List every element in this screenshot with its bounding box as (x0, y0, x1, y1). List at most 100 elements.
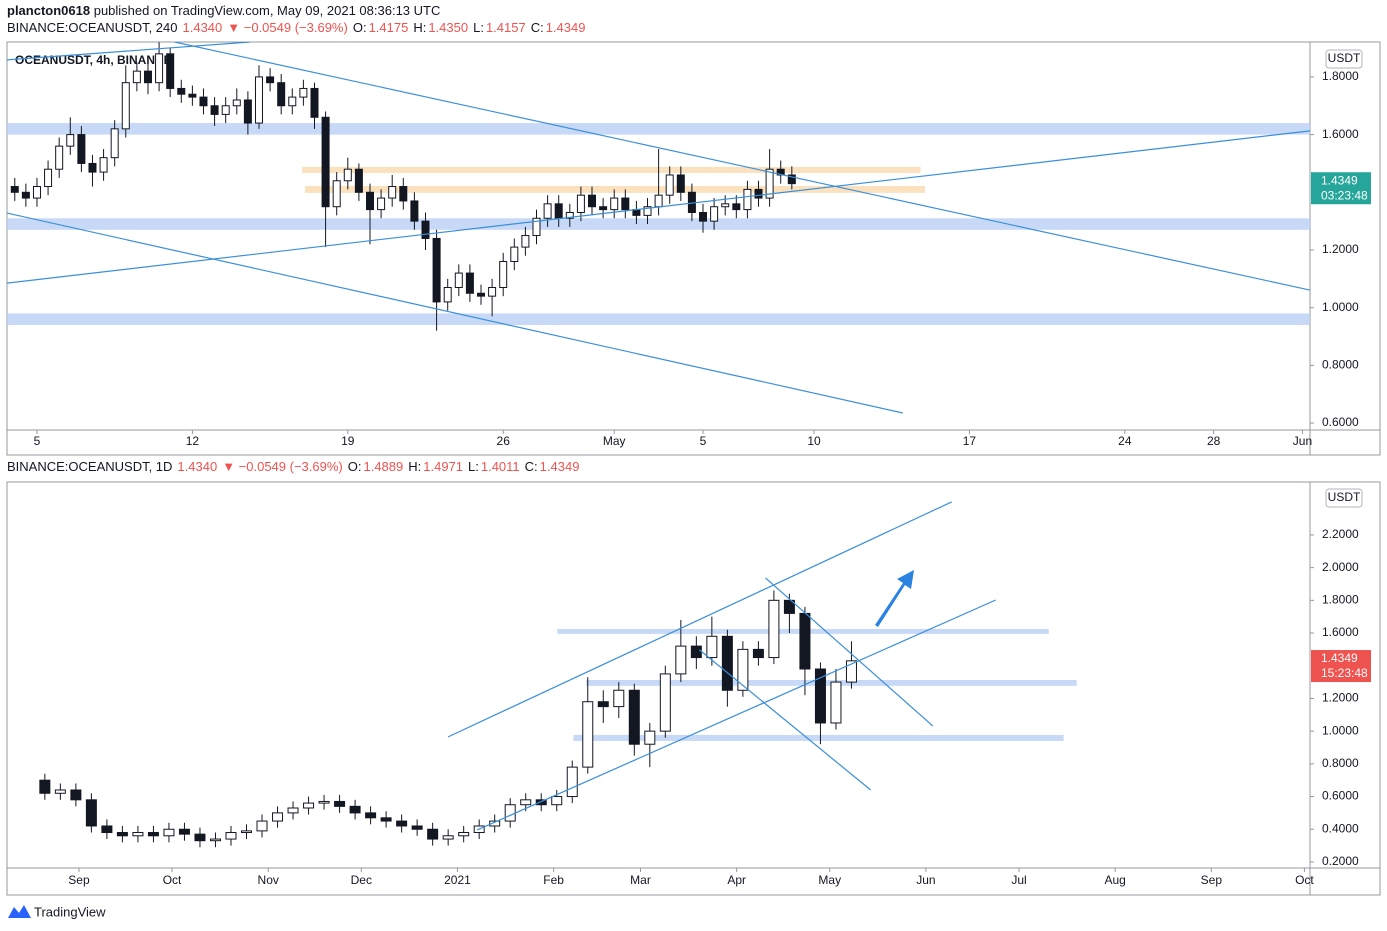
candle-body (458, 832, 470, 837)
candle-body (442, 835, 454, 840)
candle-body (621, 197, 630, 211)
candle-body (488, 286, 497, 297)
ohlc-label: L: (468, 459, 479, 474)
candle-body (277, 82, 286, 107)
symbol: BINANCE:OCEANUSDT, 240 (7, 20, 178, 35)
candle-body (644, 730, 656, 745)
candle-body (427, 828, 439, 840)
arrow (875, 570, 914, 627)
candle-body (166, 53, 175, 89)
candle-body (643, 206, 652, 216)
y-tick-label: 1.2000 (1322, 242, 1359, 256)
x-tick-label: Sep (68, 873, 90, 887)
candle-body (597, 701, 609, 708)
candle-body (178, 828, 190, 835)
candle-body (334, 800, 346, 807)
candle-body (110, 128, 119, 159)
candle-body (754, 188, 763, 199)
x-tick-label: Jun (1293, 434, 1312, 448)
candle-body (410, 200, 419, 222)
candle-body (706, 635, 718, 659)
y-tick-label: 1.6000 (1322, 625, 1359, 639)
candle-body (143, 70, 152, 84)
candle-body (787, 174, 796, 185)
y-tick-label: 1.2000 (1322, 691, 1359, 705)
x-tick-label: Oct (1295, 873, 1314, 887)
currency-box (1325, 49, 1363, 69)
candle-body (676, 174, 685, 193)
x-tick-label: May (603, 434, 626, 448)
x-tick-label: 2021 (444, 873, 471, 887)
candle-body (768, 599, 780, 659)
candle-body (39, 779, 51, 794)
candle-body (354, 168, 363, 193)
x-tick-label: Sep (1201, 873, 1223, 887)
trendline (765, 577, 934, 727)
candle-body (232, 99, 241, 107)
candle-body (66, 134, 75, 147)
candle-body (243, 99, 252, 124)
candle-body (10, 186, 19, 193)
y-tick-label: 1.0000 (1322, 723, 1359, 737)
candle-body (421, 220, 430, 239)
candle-body (566, 766, 578, 798)
y-tick-label: 1.8000 (1322, 69, 1359, 83)
price-label-value: 1.4349 (1321, 651, 1358, 665)
candle-body (699, 211, 708, 222)
candle-body (710, 206, 719, 222)
currency: USDT (1328, 51, 1361, 65)
plot (7, 42, 1310, 414)
price-label (1311, 172, 1371, 205)
ohlc-value: 1.4971 (423, 459, 463, 474)
y-tick-label: 0.8000 (1322, 358, 1359, 372)
ohlc-value: 1.4011 (481, 459, 520, 474)
candle-body (380, 817, 392, 822)
candle-body (432, 237, 441, 303)
ohlc-value: 1.4157 (486, 20, 526, 35)
candle-body (830, 681, 842, 724)
published: published on TradingView.com, May 09, 20… (94, 3, 441, 18)
ohlc-label: O: (348, 459, 362, 474)
candle-body (147, 832, 159, 837)
candle-body (225, 832, 237, 840)
candle-body (443, 286, 452, 303)
panel-frame (6, 41, 1381, 456)
candle-body (132, 70, 141, 84)
candle-body (465, 272, 474, 294)
candle-body (489, 820, 501, 827)
candle-body (188, 93, 197, 98)
candle-body (121, 82, 130, 130)
candle-body (365, 812, 377, 819)
ohlc-value: 1.4349 (540, 459, 580, 474)
candle-body (349, 805, 361, 814)
candle-body (599, 206, 608, 211)
ohlc-value: 1.4175 (369, 20, 409, 35)
y-tick-label: 0.4000 (1322, 821, 1359, 835)
candle-body (70, 789, 82, 801)
ohlc-label: C: (525, 459, 538, 474)
trendline (7, 130, 1310, 284)
candle-body (582, 701, 594, 768)
trendline (477, 599, 996, 831)
x-tick-label: 12 (186, 434, 200, 448)
x-tick-label: 24 (1118, 434, 1132, 448)
candle-body (210, 105, 219, 115)
candle-body (399, 186, 408, 202)
ohlc-label: O: (353, 20, 367, 35)
candle-body (665, 174, 674, 196)
candle-body (628, 689, 640, 745)
candle-body (221, 105, 230, 115)
candle-body (535, 799, 547, 806)
ohlc-value: 1.4349 (546, 20, 586, 35)
x-tick-label: 17 (963, 434, 977, 448)
currency: USDT (1328, 490, 1361, 504)
x-tick-label: May (818, 873, 841, 887)
candle-body (659, 673, 671, 732)
y-tick-label: 0.8000 (1322, 756, 1359, 770)
x-tick-label: Jun (916, 873, 935, 887)
x-tick-label: Mar (630, 873, 651, 887)
candle-body (55, 145, 64, 170)
x-tick-label: 28 (1207, 434, 1221, 448)
zone (573, 734, 1064, 741)
